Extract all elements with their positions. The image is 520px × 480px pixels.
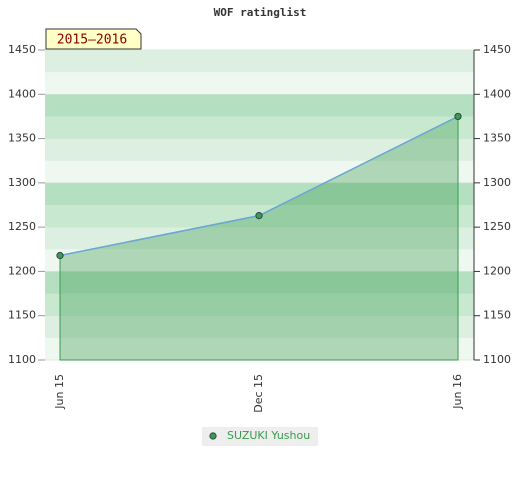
y2-tick-label: 1400 [483, 87, 511, 100]
x-tick-label: Jun 15 [53, 374, 66, 410]
plot-background [45, 50, 474, 361]
y2-tick-label: 1450 [483, 43, 511, 56]
y2-tick-label: 1150 [483, 309, 511, 322]
band [45, 50, 474, 73]
chart-title: WOF ratinglist [214, 6, 307, 19]
y2-tick-label: 1250 [483, 220, 511, 233]
y2-tick-label: 1100 [483, 353, 511, 366]
legend-label: SUZUKI Yushou [227, 429, 310, 442]
y-tick-label: 1150 [8, 309, 36, 322]
y-tick-label: 1200 [8, 264, 36, 277]
legend-box [202, 427, 318, 446]
band [45, 72, 474, 95]
point [56, 251, 64, 260]
y2-tick-label: 1300 [483, 176, 511, 189]
y-tick-label: 1400 [8, 87, 36, 100]
annotation-box [45, 28, 142, 50]
legend-marker [209, 432, 217, 440]
point [255, 212, 263, 220]
y-tick-label: 1100 [8, 353, 36, 366]
y-tick-label: 1350 [8, 132, 36, 145]
band [45, 315, 474, 339]
y2-tick-label: 1200 [483, 264, 511, 277]
point [454, 112, 462, 121]
x-tick-label: Jun 16 [451, 374, 464, 410]
band [45, 138, 474, 162]
band [45, 116, 474, 140]
y2-tick-label: 1350 [483, 132, 511, 145]
band [45, 227, 474, 250]
y-tick-label: 1450 [8, 43, 36, 56]
x-tick-label: Dec 15 [252, 374, 265, 413]
band [45, 293, 474, 317]
band [45, 249, 474, 272]
band [45, 337, 474, 361]
band [45, 182, 474, 206]
y-tick-label: 1250 [8, 220, 36, 233]
band [45, 271, 474, 295]
y-tick-label: 1300 [8, 176, 36, 189]
band [45, 94, 474, 117]
band [45, 160, 474, 184]
annotation: 2015–2016 [57, 33, 127, 48]
